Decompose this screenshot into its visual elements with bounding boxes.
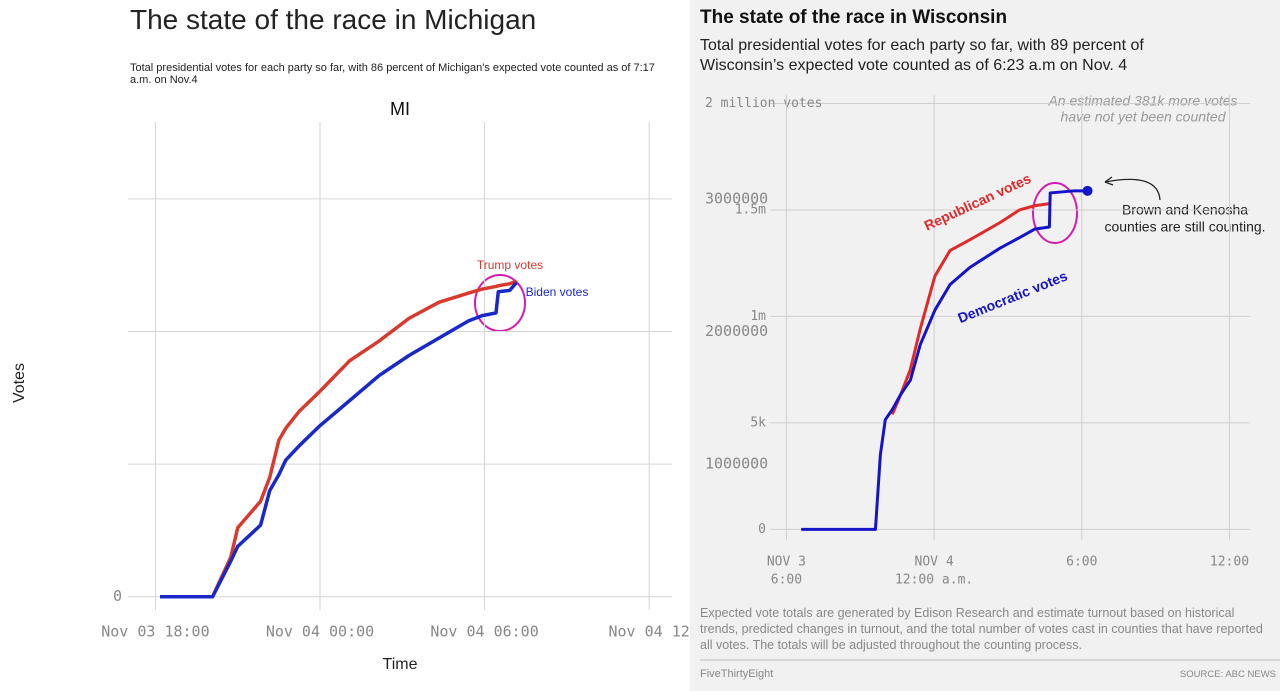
panel-bg (690, 0, 1280, 691)
y-tick-label: 5k (750, 415, 766, 430)
series-line (160, 281, 518, 599)
y-axis-label: Votes (11, 363, 28, 403)
y-tick-label: 1.5m (735, 202, 766, 217)
y-tick-label: 1000000 (705, 455, 768, 473)
arrow-head (1104, 176, 1114, 186)
series-line (890, 202, 1050, 415)
x-tick-label: Nov 04 12 (609, 623, 690, 641)
annotation: An estimated 381k more votes (1047, 93, 1237, 109)
series-label: Biden votes (526, 285, 589, 299)
x-tick-label: NOV 4 (915, 555, 954, 570)
series-line (160, 279, 518, 599)
plot-title: MI (390, 99, 410, 119)
chart-title: The state of the race in Michigan (130, 4, 537, 35)
annotation: have not yet been counted (1060, 109, 1226, 125)
x-tick-label: Nov 04 00:00 (266, 623, 374, 641)
series-line (801, 189, 1088, 531)
series-label: Trump votes (477, 258, 543, 272)
y-tick-label: 0 (758, 522, 766, 537)
y-tick-label: 2 million votes (705, 96, 822, 111)
note: Expected vote totals are generated by Ed… (700, 606, 1263, 652)
y-tick-label: 2000000 (705, 322, 768, 340)
y-tick-label: 1m (750, 309, 766, 324)
x-tick-label: 6:00 (1066, 555, 1097, 570)
highlight-circle (1032, 182, 1078, 244)
chart-subtitle: Total presidential votes for each party … (130, 62, 655, 86)
x-tick-label: Nov 04 06:00 (430, 623, 538, 641)
chart-title: The state of the race in Wisconsin (700, 7, 1008, 28)
x-axis-label: Time (383, 656, 418, 673)
x-tick-label: 12:00 a.m. (895, 573, 973, 588)
x-tick-label: 6:00 (771, 573, 802, 588)
y-tick-label: 0 (113, 587, 122, 605)
y-tick-label: 3000000 (705, 189, 768, 207)
x-tick-label: 12:00 (1210, 555, 1249, 570)
highlight-circle (474, 274, 526, 332)
chart-subtitle: Total presidential votes for each party … (700, 37, 1144, 74)
annotation: counties are still counting. (1104, 219, 1265, 235)
end-marker (1082, 185, 1093, 196)
credit: FiveThirtyEight (700, 668, 774, 680)
x-tick-label: Nov 03 18:00 (101, 623, 209, 641)
x-tick-label: NOV 3 (767, 555, 806, 570)
arrow (1104, 178, 1161, 201)
source: SOURCE: ABC NEWS (1179, 669, 1276, 680)
